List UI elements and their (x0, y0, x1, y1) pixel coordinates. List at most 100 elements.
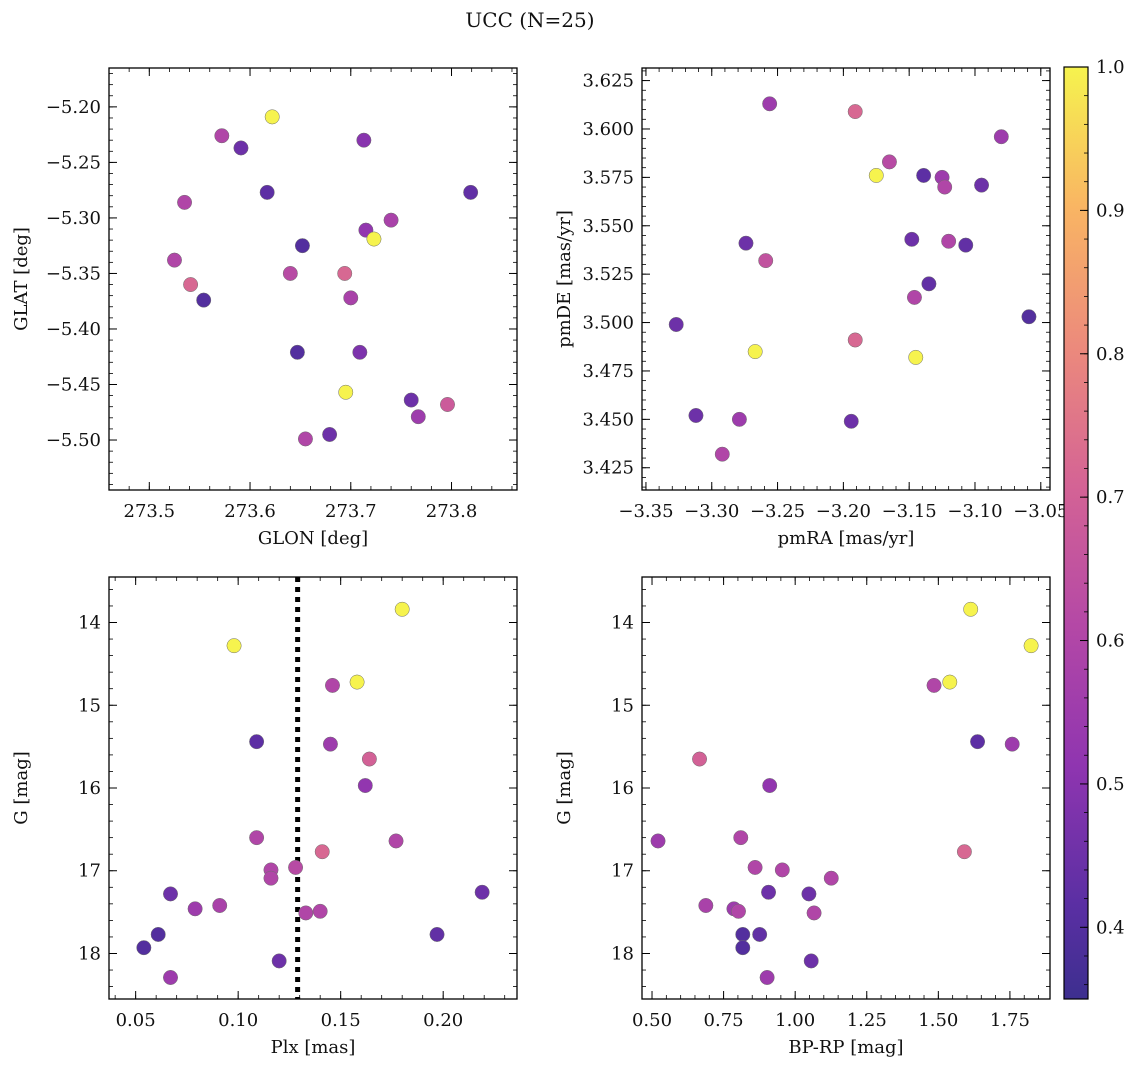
data-point (474, 884, 490, 900)
x-tick-label: 0.05 (116, 1010, 156, 1031)
data-point (249, 830, 265, 846)
data-point (974, 177, 990, 193)
data-point (356, 132, 372, 148)
data-point (993, 129, 1009, 145)
colorbar-tick-label: 0.4 (1096, 917, 1125, 938)
y-tick-label: 3.450 (582, 409, 634, 430)
data-point (136, 940, 152, 956)
data-point (941, 233, 957, 249)
y-axis-label: G [mag] (554, 751, 575, 824)
x-tick-label: −3.35 (618, 501, 673, 522)
y-tick-label: 14 (78, 613, 101, 634)
y-axis-label: pmDE [mas/yr] (554, 210, 575, 348)
y-tick-label: 3.600 (582, 119, 634, 140)
data-point (823, 870, 839, 886)
data-point (325, 677, 340, 693)
data-point (214, 128, 230, 144)
data-point (288, 859, 304, 875)
data-point (440, 397, 455, 412)
y-tick-label: 3.525 (582, 264, 634, 285)
data-point (410, 409, 426, 425)
data-point (908, 349, 924, 365)
data-point (463, 184, 479, 200)
data-point (338, 384, 354, 400)
data-point (738, 235, 754, 251)
y-tick-label: 18 (611, 943, 634, 964)
y-tick-label: −5.45 (46, 375, 101, 396)
data-point (806, 905, 822, 921)
data-point (183, 277, 199, 293)
data-point (263, 870, 279, 886)
data-point (294, 238, 310, 254)
data-point (1023, 638, 1039, 654)
y-tick-label: 3.500 (582, 313, 634, 334)
x-tick-label: −3.05 (1013, 501, 1068, 522)
data-point (759, 970, 775, 985)
data-point (881, 154, 897, 170)
x-tick-label: 1.25 (847, 1010, 887, 1031)
colorbar-tick-label: 0.5 (1096, 774, 1125, 795)
x-axis-label: Plx [mas] (271, 1037, 356, 1058)
data-point (747, 859, 763, 875)
data-point (731, 903, 746, 919)
y-tick-label: 3.625 (582, 71, 634, 92)
data-point (758, 253, 774, 269)
data-point (264, 109, 280, 125)
data-point (916, 167, 932, 183)
data-point (847, 104, 863, 120)
x-tick-label: 0.50 (632, 1010, 672, 1031)
y-tick-label: 17 (78, 861, 101, 882)
data-point (357, 778, 373, 793)
data-point (904, 231, 920, 247)
data-point (167, 252, 182, 268)
data-point (298, 905, 314, 921)
figure-title: UCC (N=25) (465, 8, 594, 32)
y-axis-label: GLAT [deg] (11, 227, 32, 331)
data-point (312, 903, 328, 919)
panel-3: 0.05 0.10 0.15 0.20 14 15 16 17 18 Plx [mas] G [ma… (11, 576, 518, 1058)
data-point (394, 601, 410, 617)
data-point (297, 431, 313, 447)
data-point (187, 901, 203, 917)
x-tick-label: 0.75 (704, 1010, 744, 1031)
y-tick-label: 3.425 (582, 458, 634, 479)
colorbar-tick-label: 0.9 (1096, 200, 1125, 221)
data-point (271, 953, 287, 969)
data-point (942, 674, 958, 690)
data-point (752, 927, 768, 942)
y-tick-label: 15 (78, 695, 101, 716)
y-tick-label: 16 (611, 778, 634, 799)
data-point (1004, 736, 1020, 752)
panel-1: 273.5 273.6 273.7 273.8 −5.20 −5.25 −5.30 −5.35… (11, 67, 518, 549)
data-point (692, 751, 707, 767)
data-point (212, 898, 228, 913)
data-point (259, 184, 275, 200)
data-point (177, 194, 193, 210)
axes-frame (641, 576, 1051, 1000)
data-point (314, 844, 330, 860)
data-point (956, 844, 972, 860)
data-point (906, 289, 922, 305)
y-tick-label: 14 (611, 613, 634, 634)
y-tick-label: 16 (78, 778, 101, 799)
y-tick-label: 17 (611, 861, 634, 882)
data-point (282, 265, 298, 281)
data-point (926, 677, 942, 693)
data-point (774, 862, 790, 878)
x-tick-label: −3.20 (816, 501, 871, 522)
data-point (429, 927, 445, 942)
data-point (963, 601, 979, 617)
y-tick-label: 3.575 (582, 167, 634, 188)
y-axis-label: G [mag] (11, 751, 32, 824)
data-point (733, 830, 749, 846)
colorbar-tick-label: 0.6 (1096, 631, 1125, 652)
colorbar-tick-label: 0.8 (1096, 344, 1125, 365)
data-point (343, 290, 359, 306)
data-point (337, 265, 353, 281)
x-tick-label: 1.00 (775, 1010, 815, 1031)
x-tick-label: 0.10 (218, 1010, 258, 1031)
data-point (921, 276, 937, 292)
y-tick-label: 18 (78, 943, 101, 964)
data-point (289, 344, 305, 360)
data-point (735, 940, 751, 956)
